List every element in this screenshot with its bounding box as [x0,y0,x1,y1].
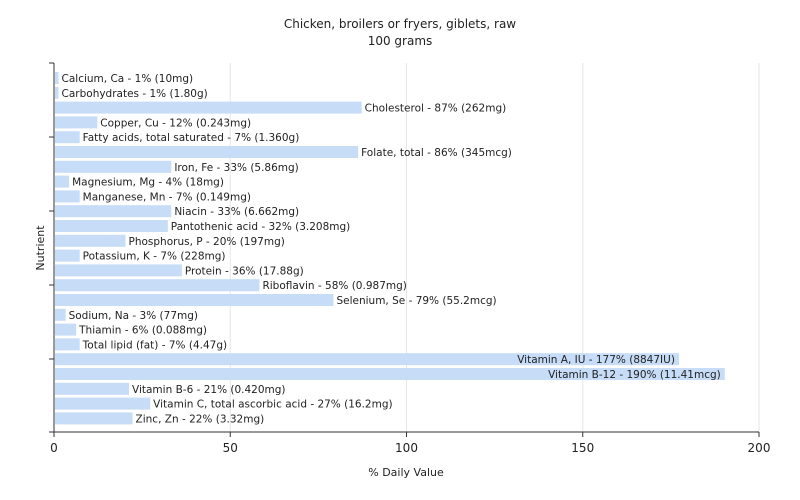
x-tick-label-50: 50 [223,441,238,455]
bar-18 [55,338,80,351]
bar-label-18: Total lipid (fat) - 7% (4.47g) [82,339,227,351]
bar-15 [55,294,334,306]
bar-label-9: Niacin - 33% (6.662mg) [174,206,299,218]
bar-label-13: Protein - 36% (17.88g) [185,265,304,277]
bar-16 [55,308,66,321]
bar-label-22: Vitamin C, total ascorbic acid - 27% (16… [153,399,392,411]
x-axis-title: % Daily Value [368,466,444,479]
bar-label-7: Magnesium, Mg - 4% (18mg) [72,177,224,189]
bar-label-0: Calcium, Ca - 1% (10mg) [62,73,194,85]
x-tick-label-0: 0 [50,441,58,455]
x-tick-label-200: 200 [748,441,771,455]
bar-label-1: Carbohydrates - 1% (1.80g) [62,88,208,100]
bar-22 [55,397,151,410]
bar-label-16: Sodium, Na - 3% (77mg) [69,310,198,322]
bar-3 [55,116,98,129]
bar-label-20: Vitamin B-12 - 190% (11.41mcg) [548,369,721,381]
bar-7 [55,175,70,188]
bar-label-23: Zinc, Zn - 22% (3.32mg) [136,413,265,425]
chart-title: Chicken, broilers or fryers, giblets, ra… [284,17,516,31]
bar-label-3: Copper, Cu - 12% (0.243mg) [100,117,251,129]
bar-20 [55,368,725,380]
bar-label-21: Vitamin B-6 - 21% (0.420mg) [132,384,286,396]
bar-4 [55,131,80,144]
bar-label-19: Vitamin A, IU - 177% (8847IU) [517,354,675,366]
bar-6 [55,160,172,173]
bar-label-15: Selenium, Se - 79% (55.2mcg) [336,295,496,307]
bar-9 [55,205,172,218]
bar-label-11: Phosphorus, P - 20% (197mg) [129,236,285,248]
x-tick-label-100: 100 [395,441,418,455]
bar-label-6: Iron, Fe - 33% (5.86mg) [174,162,298,174]
bar-0 [55,72,59,84]
bar-13 [55,264,182,277]
bar-label-8: Manganese, Mn - 7% (0.149mg) [83,191,251,203]
bar-23 [55,412,133,425]
x-tick-label-150: 150 [571,441,594,455]
bar-11 [55,234,126,247]
bar-21 [55,382,130,395]
bar-1 [55,86,59,99]
bar-label-5: Folate, total - 86% (345mcg) [361,147,512,159]
bar-12 [55,249,80,262]
bar-14 [55,279,260,292]
bar-8 [55,190,80,203]
y-axis-title: Nutrient [34,225,47,271]
bar-label-12: Potassium, K - 7% (228mg) [83,251,226,263]
bar-label-2: Cholesterol - 87% (262mg) [365,103,507,115]
bar-label-14: Riboflavin - 58% (0.987mg) [262,280,406,292]
bar-label-17: Thiamin - 6% (0.088mg) [78,325,207,337]
bar-5 [55,146,359,158]
bar-2 [55,101,362,114]
bar-label-10: Pantothenic acid - 32% (3.208mg) [171,221,350,233]
bar-10 [55,220,168,232]
bar-17 [55,323,77,336]
chart-subtitle: 100 grams [368,34,433,48]
bar-19 [55,353,679,366]
bars: Calcium, Ca - 1% (10mg) Carbohydrates - 1… [55,72,725,425]
axes: 0 50 100 150 200 [49,62,771,455]
bar-label-4: Fatty acids, total saturated - 7% (1.360… [83,132,300,144]
